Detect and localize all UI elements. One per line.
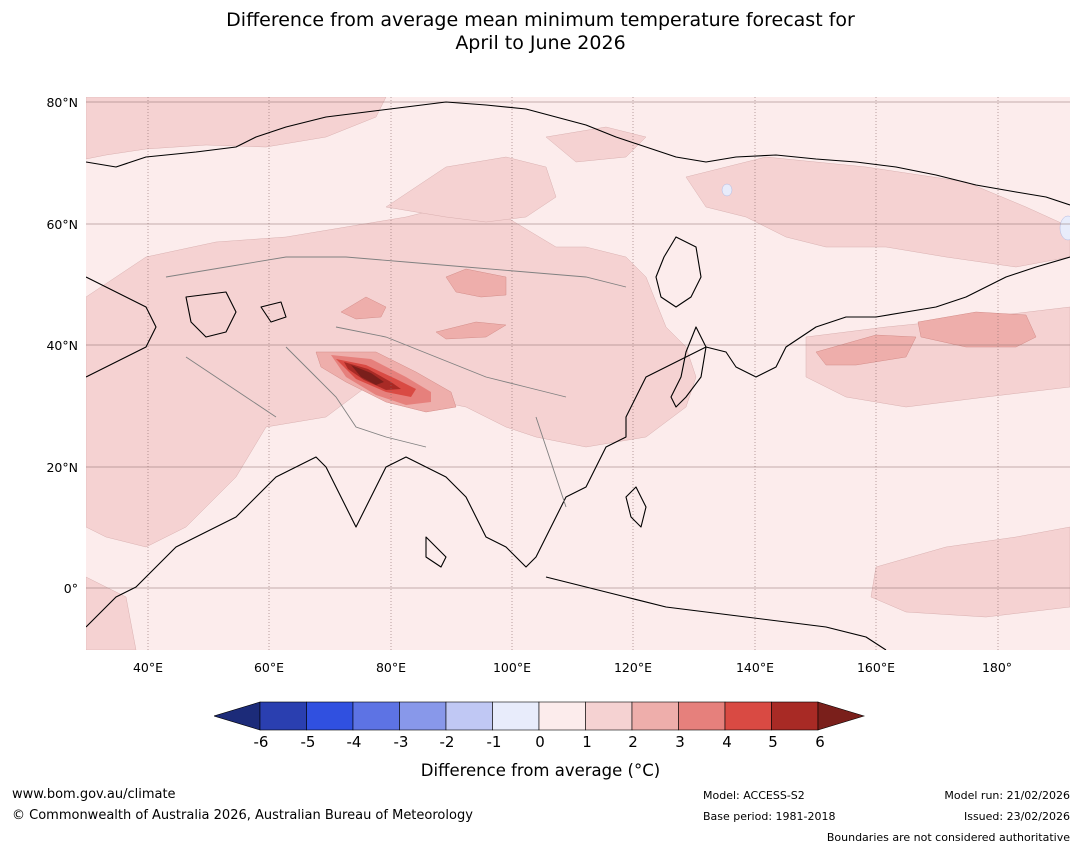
colorbar-tick: -3: [393, 733, 409, 751]
footer-base-period: Base period: 1981-2018: [703, 810, 836, 823]
colorbar-tick: 1: [582, 733, 592, 751]
footer-copyright: © Commonwealth of Australia 2026, Austra…: [12, 808, 473, 823]
colorbar-tick: -6: [253, 733, 269, 751]
border-iran: [185, 356, 277, 418]
lon-label-120e: 120°E: [613, 660, 652, 675]
coastline-caspian-sea: [185, 291, 237, 338]
border-china-west: [335, 326, 567, 398]
map-meridians: [147, 97, 999, 650]
colorbar-tick: 3: [675, 733, 685, 751]
colorbar-cell: [445, 701, 493, 731]
colorbar-tick: 2: [628, 733, 638, 751]
coastline-sri-lanka: [425, 536, 447, 568]
lon-label-40e: 40°E: [132, 660, 164, 675]
anomaly-region-mongolia: [445, 268, 507, 298]
colorbar-tick: -5: [300, 733, 316, 751]
lon-label-60e: 60°E: [253, 660, 285, 675]
colorbar-tick: -2: [439, 733, 455, 751]
anomaly-cold-patch-kamchatka: [721, 183, 733, 197]
title-line-1: Difference from average mean minimum tem…: [226, 9, 855, 31]
colorbar-cell: [399, 701, 447, 731]
lat-label-0: 0°: [63, 581, 78, 596]
colorbar-cell: [678, 701, 726, 731]
coastline-philippines: [625, 486, 647, 528]
colorbar-tick: 4: [722, 733, 732, 751]
colorbar-cell: [352, 701, 400, 731]
anomaly-region-east-siberia: [685, 156, 1070, 268]
title-line-2: April to June 2026: [455, 32, 626, 54]
colorbar-cells: [214, 701, 866, 731]
coastline-aral-sea: [260, 301, 287, 323]
border-indochina: [535, 416, 567, 508]
forecast-map: [86, 97, 1070, 650]
coastline-middle-east: [86, 276, 157, 378]
border-south-asia: [285, 346, 427, 448]
coastlines: [86, 101, 1070, 650]
lon-label-140e: 140°E: [735, 660, 774, 675]
colorbar-tick: -4: [346, 733, 362, 751]
lon-label-180: 180°: [981, 660, 1013, 675]
colorbar-cell: [631, 701, 679, 731]
coastline-indonesia: [545, 576, 887, 650]
colorbar-cell: [724, 701, 772, 731]
lon-label-160e: 160°E: [856, 660, 895, 675]
footer-model: Model: ACCESS-S2: [703, 789, 805, 802]
colorbar-tick: 5: [768, 733, 778, 751]
colorbar-extend-high: [817, 701, 866, 731]
country-borders: [165, 256, 627, 508]
lon-label-80e: 80°E: [375, 660, 407, 675]
colorbar-tick: 0: [535, 733, 545, 751]
anomaly-region-west-siberia: [385, 156, 557, 223]
anomaly-region-tropical-pacific: [870, 526, 1070, 618]
coastline-japan: [670, 326, 707, 408]
colorbar-extend-low: [214, 701, 261, 731]
colorbar-cell: [492, 701, 540, 731]
map-gridlines: [86, 101, 1070, 589]
footer-model-run: Model run: 21/02/2026: [944, 789, 1070, 802]
coastline-arctic: [86, 101, 1070, 206]
lat-label-60n: 60°N: [46, 217, 78, 232]
lat-label-40n: 40°N: [46, 338, 78, 353]
border-russia-south: [165, 256, 627, 288]
anomaly-region-pacific-north: [917, 311, 1037, 348]
colorbar-cell: [771, 701, 819, 731]
colorbar-label: Difference from average (°C): [420, 761, 661, 780]
anomaly-above-6-region: [351, 365, 384, 385]
anomaly-cold-patch-bering: [1059, 215, 1070, 241]
anomaly-region-tian-shan: [340, 296, 387, 320]
colorbar-cell: [538, 701, 586, 731]
footer-website: www.bom.gov.au/climate: [12, 787, 176, 802]
footer-disclaimer: Boundaries are not considered authoritat…: [826, 831, 1070, 844]
anomaly-region-gansu: [435, 321, 507, 340]
colorbar-tick: 6: [815, 733, 825, 751]
colorbar: [214, 701, 866, 731]
lat-label-20n: 20°N: [46, 460, 78, 475]
map-canvas: [86, 97, 1070, 650]
coastline-asia-south-east: [86, 256, 1070, 628]
colorbar-cell: [585, 701, 633, 731]
footer-issued: Issued: 23/02/2026: [963, 810, 1070, 823]
lat-label-80n: 80°N: [46, 95, 78, 110]
anomaly-region-east-africa: [86, 576, 137, 650]
map-title: Difference from average mean minimum tem…: [0, 9, 1081, 55]
lon-label-100e: 100°E: [492, 660, 531, 675]
anomaly-region-arctic-west: [86, 97, 387, 160]
colorbar-tick: -1: [486, 733, 502, 751]
colorbar-cell: [306, 701, 354, 731]
colorbar-cell: [259, 701, 307, 731]
coastline-sea-of-okhotsk: [655, 236, 702, 308]
